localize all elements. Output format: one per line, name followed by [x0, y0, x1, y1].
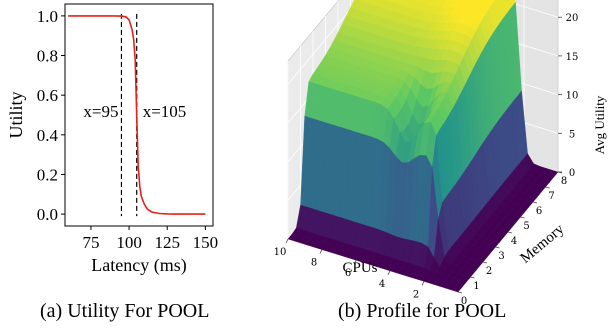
z-tick-label: 20 [566, 13, 579, 24]
memory-tick-label: 3 [498, 251, 504, 262]
memory-tick-label: 8 [561, 176, 567, 187]
utility-y-tick-label: 0.8 [37, 47, 58, 66]
z-tick-label: 5 [569, 129, 575, 140]
utility-x-tick-label: 75 [82, 233, 99, 252]
memory-tick [520, 216, 525, 219]
z-tick-label: 10 [566, 91, 579, 102]
memory-tick-label: 7 [548, 191, 554, 202]
caption-b: (b) Profile for POOL [338, 300, 507, 322]
utility-plot-frame [64, 3, 214, 227]
utility-y-tick-label: 0.6 [37, 86, 58, 105]
memory-tick [532, 201, 538, 204]
memory-tick-label: 0 [461, 296, 467, 307]
memory-tick [507, 231, 513, 234]
utility-x-tick-label: 125 [154, 233, 180, 252]
threshold-label: x=95 [83, 102, 118, 121]
utility-y-tick-label: 0.2 [37, 165, 58, 184]
z-gridline [287, 0, 559, 85]
memory-tick [457, 291, 463, 294]
cpu-tick [319, 249, 323, 254]
utility-y-axis-label: Utility [6, 91, 26, 138]
cpu-tick-label: 6 [345, 268, 351, 279]
memory-tick [545, 186, 550, 189]
utility-x-tick-label: 150 [193, 233, 219, 252]
utility-y-tick-label: 0.4 [37, 126, 59, 145]
memory-tick-label: 5 [523, 221, 529, 232]
caption-a: (a) Utility For POOL [40, 300, 210, 322]
z-tick-label: 0 [569, 168, 575, 179]
cpu-tick [353, 260, 357, 265]
memory-tick [470, 276, 475, 279]
cpu-tick-label: 10 [274, 247, 287, 258]
utility-ticks: 0.0 0.2 0.4 0.6 0.8 1.0 75 100 125 150 [37, 7, 218, 252]
memory-tick [495, 246, 500, 249]
utility-x-axis-label: Latency (ms) [91, 255, 186, 276]
surface-z-axis-label: Avg Utility [592, 95, 607, 154]
cpu-tick [421, 281, 425, 286]
cpu-tick [387, 270, 391, 275]
utility-y-tick-label: 1.0 [37, 7, 58, 26]
threshold-label: x=105 [143, 102, 187, 121]
utility-threshold-lines: x=95 x=105 [83, 13, 187, 217]
surface-patch [451, 284, 463, 293]
surface-x-axis-label: CPUs [342, 260, 377, 276]
memory-tick-label: 6 [536, 206, 542, 217]
z-tick-label: 15 [566, 52, 579, 63]
utility-y-tick-label: 0.0 [37, 205, 58, 224]
cpu-tick [285, 238, 289, 244]
utility-curve [68, 15, 206, 215]
memory-tick-label: 1 [473, 281, 479, 292]
cpu-tick-label: 8 [311, 258, 317, 269]
memory-tick-label: 4 [511, 236, 517, 247]
cpu-tick-label: 2 [413, 289, 419, 300]
cpu-tick-label: 4 [379, 279, 385, 290]
utility-x-tick-label: 100 [116, 233, 142, 252]
memory-tick [482, 261, 488, 264]
utility-surface [287, 0, 559, 293]
memory-tick-label: 2 [486, 266, 492, 277]
utility-chart: 0.00.20.40.60.81.075 100 125 150 x=95 x=105 … [6, 3, 218, 276]
